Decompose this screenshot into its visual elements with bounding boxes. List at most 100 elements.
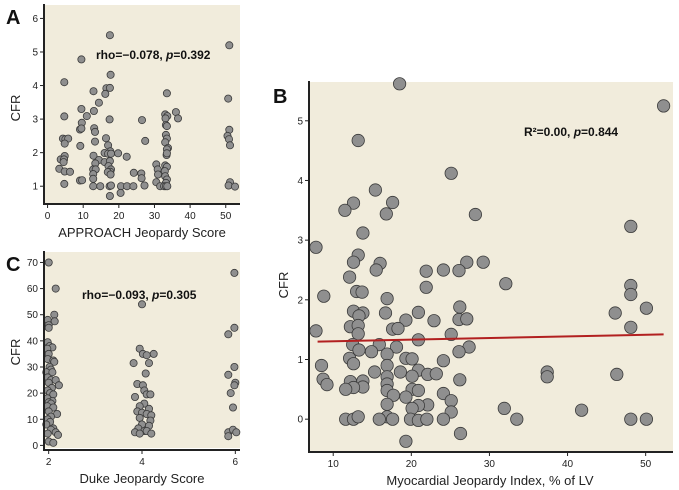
panel-b-point-14 (346, 255, 361, 269)
panel-a-x-tick-label: 0 (45, 211, 51, 222)
panel-a-point-15 (89, 107, 98, 116)
panel-a-x-tick-label: 20 (113, 211, 125, 222)
panel-a-point-109 (105, 191, 114, 200)
panel-c-point-0 (44, 258, 53, 267)
panel-b-point-48 (309, 324, 323, 338)
panel-c: 2 4 6 0 10 20 30 40 50 60 70 C Duke Jeopardy Scor… (6, 251, 241, 486)
panel-c-point-47 (137, 300, 146, 309)
panel-a-point-14 (82, 112, 91, 121)
panel-c-point-59 (146, 390, 155, 399)
panel-c-annotation-p: p (151, 288, 159, 302)
panel-a-y-ticks: 1 2 3 4 5 6 (32, 14, 44, 193)
panel-b-point-20 (436, 263, 450, 277)
panel-a-point-6 (105, 83, 114, 92)
panel-b-point-29 (624, 287, 638, 302)
panel-c-point-4 (50, 317, 59, 326)
panel-a-point-37 (102, 134, 111, 143)
panel-c-point-86 (228, 403, 237, 412)
panel-b-y-axis-title: CFR (276, 272, 291, 299)
panel-a-point-106 (224, 181, 233, 190)
panel-a-letter: A (6, 7, 20, 29)
panel-c-annotation: rho=−0.093, p=0.305 (82, 288, 197, 302)
panel-a-point-55 (107, 149, 116, 158)
panel-a-y-tick-label: 6 (32, 14, 38, 25)
panel-b-y-tick-label: 3 (297, 236, 303, 247)
panel-a-point-17 (137, 116, 146, 125)
panel-a-annotation-p: p (165, 48, 173, 62)
panel-a-x-axis-title: APPROACH Jeopardy Score (58, 225, 226, 240)
panel-c-point-46 (49, 438, 58, 447)
panel-c-point-54 (141, 369, 150, 378)
panel-b-point-62 (405, 352, 419, 366)
panel-b-point-3 (444, 166, 458, 180)
panel-a-point-71 (153, 170, 162, 179)
panel-b-y-tick-label: 0 (297, 415, 303, 426)
panel-c-x-tick-label: 6 (233, 457, 239, 468)
panel-b-regression-line (317, 333, 664, 343)
panel-c-point-84 (230, 381, 239, 390)
panel-b-point-42 (427, 314, 441, 328)
panel-b-point-22 (342, 270, 357, 284)
panel-c-x-ticks: 2 4 6 (46, 450, 239, 468)
panel-b-y-tick-label: 5 (297, 116, 303, 127)
panel-c-point-79 (230, 323, 239, 332)
panel-b-point-41 (399, 313, 413, 327)
panel-b-point-111 (624, 412, 638, 426)
panel-b-point-1 (656, 99, 671, 113)
panel-c-annotation-prefix: rho=−0.093, (82, 288, 152, 302)
panel-a-point-35 (76, 141, 85, 150)
panel-a-y-tick-label: 1 (32, 182, 38, 193)
panel-a-y-tick-label: 5 (32, 47, 38, 58)
panel-b-point-105 (385, 412, 400, 426)
panel-c-point-2 (50, 310, 59, 319)
panel-a-point-10 (224, 94, 233, 103)
panel-a-point-47 (225, 141, 234, 150)
panel-a-y-tick-label: 2 (32, 148, 38, 159)
panel-b-point-16 (460, 255, 474, 269)
panel-c-x-axis-title: Duke Jeopardy Score (79, 471, 204, 486)
panel-a-x-tick-label: 30 (149, 211, 161, 222)
panel-a-x-tick-label: 50 (220, 211, 232, 222)
panel-b-point-36 (411, 305, 425, 319)
panel-c-point-75 (135, 429, 144, 438)
panel-b-point-4 (368, 183, 382, 197)
panel-b-point-5 (346, 196, 361, 210)
panel-c-annotation-suffix: =0.305 (159, 288, 196, 302)
panel-a-point-4 (106, 70, 115, 79)
panel-a-point-24 (91, 127, 100, 136)
panel-c-point-51 (142, 351, 151, 360)
panel-c-point-53 (144, 359, 153, 368)
panel-b-point-102 (351, 410, 365, 424)
panel-a-point-11 (94, 98, 103, 107)
panel-a-point-34 (60, 139, 69, 148)
panel-c-point-18 (48, 368, 57, 377)
panel-a-point-85 (137, 174, 146, 183)
panel-b-point-32 (639, 301, 654, 315)
panel-c-point-23 (54, 381, 63, 390)
panel-b-point-11 (356, 226, 370, 240)
panel-b-point-69 (393, 365, 407, 379)
panel-b-points (309, 77, 671, 448)
panel-b-point-71 (429, 367, 443, 381)
panel-b-point-114 (399, 434, 413, 448)
panel-a-point-99 (129, 182, 138, 191)
panel-b-annotation: R²=0.00, p=0.844 (524, 125, 618, 139)
panel-b-point-10 (624, 219, 638, 233)
panel-c-y-tick-label: 10 (27, 415, 39, 426)
panel-c-point-14 (50, 357, 59, 366)
panel-c-letter: C (6, 254, 20, 276)
panel-b-point-59 (380, 347, 394, 361)
panel-b-point-110 (510, 412, 524, 426)
panel-b-y-tick-label: 2 (297, 295, 303, 306)
panel-a-annotation-suffix: =0.392 (173, 48, 210, 62)
panel-b-annotation-p: p (573, 125, 581, 139)
panel-c-point-89 (232, 428, 241, 437)
panel-b-point-57 (364, 345, 379, 359)
panel-b-point-21 (452, 263, 466, 278)
panel-a-point-0 (105, 31, 114, 40)
panel-a-x-ticks: 0 10 20 30 40 50 (45, 204, 232, 222)
panel-b-point-37 (608, 306, 622, 320)
panel-b-point-109 (436, 412, 450, 426)
panel-a-point-13 (60, 112, 69, 121)
